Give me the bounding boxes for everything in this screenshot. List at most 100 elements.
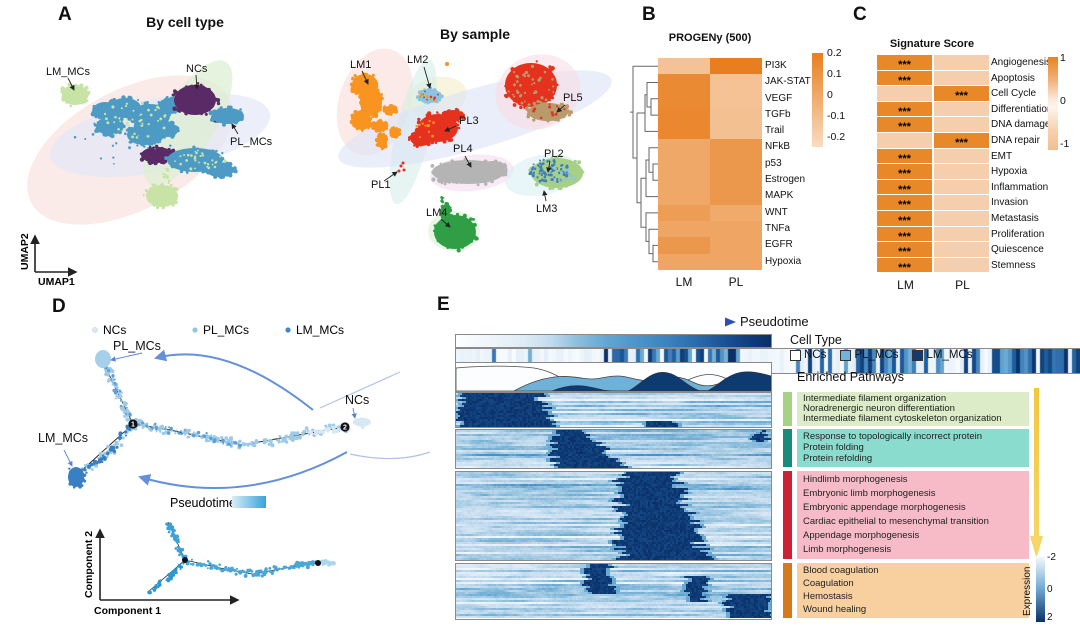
cluster-label: PL2 [544, 148, 564, 160]
pathway-item: Embryonic limb morphogenesis [803, 488, 936, 500]
pathway-item: Protein folding [803, 442, 864, 453]
pathway-group-color-bar [783, 429, 792, 467]
yellow-arrow-shaft [1034, 388, 1039, 538]
annotation-arrow [440, 218, 451, 228]
component1-axis-label: Component 1 [94, 605, 161, 617]
heatmap-cell [710, 220, 762, 238]
colorbar-tick: 0.1 [827, 68, 842, 80]
signature-colorbar-ticks: 1 0 -1 [1060, 52, 1080, 150]
heatmap-cell: *** [934, 86, 989, 102]
heatmap-row-label: Inflammation [991, 181, 1049, 193]
heatmap-cell [710, 253, 762, 270]
colorbar-tick: 0 [1060, 95, 1066, 107]
umap-axes: UMAP2 UMAP1 [19, 233, 78, 288]
cell-type-swatch [840, 349, 852, 361]
expression-tick: 2 [1047, 612, 1053, 623]
signature-heatmap-title: Signature Score [889, 38, 975, 50]
panel-e-letter: E [437, 294, 450, 315]
pathway-item: Noradrenergic neuron differentiation [803, 403, 955, 415]
heatmap-row-label: Proliferation [991, 228, 1045, 240]
heatmap-cell: *** [877, 226, 932, 243]
signature-row-labels: Angiogenesis Apoptosis Cell Cycle Different… [991, 55, 1053, 273]
heatmap-cell: *** [877, 117, 932, 133]
heatmap-cell [658, 220, 710, 238]
pathway-item: Appendage morphogenesis [803, 530, 920, 542]
cluster-label: PL_MCs [230, 136, 273, 148]
heatmap-cell [934, 101, 989, 117]
panel-c-letter: C [853, 4, 867, 25]
component-axes: Component 2 Component 1 [83, 528, 240, 617]
heatmap-cell [934, 210, 989, 226]
heatmap-row-label: DNA damage [991, 119, 1051, 131]
cell-type-label: PL_MCs [854, 349, 899, 361]
cell-type-swatch [912, 349, 924, 361]
progeny-colorbar [812, 53, 823, 147]
heatmap-cell [710, 188, 762, 205]
umap2-axis-label: UMAP2 [19, 233, 31, 270]
pathway-group-box: Blood coagulation Coagulation Hemostasis Wo… [797, 563, 1029, 618]
heatmap-cell [658, 253, 710, 270]
expression-heatmap-block-3 [455, 471, 772, 561]
umap-celltype-title: By cell type [146, 14, 224, 30]
component2-axis-label: Component 2 [83, 531, 95, 598]
annotation-arrow [444, 125, 457, 132]
heatmap-row-label: Apoptosis [991, 72, 1035, 84]
heatmap-cell [710, 106, 762, 124]
pathway-item: Embryonic appendage morphogenesis [803, 502, 966, 514]
cell-type-legend-item: NCs [790, 349, 826, 361]
yellow-arrowhead [1030, 536, 1043, 558]
panel-b-letter: B [642, 4, 656, 25]
branch-node [340, 422, 350, 432]
heatmap-cell [658, 172, 710, 189]
heatmap-cell [877, 86, 932, 101]
heatmap-cell [710, 155, 762, 173]
heatmap-row-label: Metastasis [991, 212, 1039, 224]
pseudotime-axis-label: Pseudotime [740, 314, 809, 329]
heatmap-cell: *** [877, 55, 932, 71]
branch-node [128, 419, 138, 429]
heatmap-cell: *** [934, 132, 989, 149]
pathway-group-color-bar [783, 471, 792, 559]
cluster-label: LM_MCs [38, 431, 88, 445]
progeny-dendrogram [630, 65, 659, 263]
heatmap-cell: *** [877, 101, 932, 118]
umap-by-sample-plot: LM1 LM2 PL3 PL1 PL4 PL2 LM3 LM4 PL5 [336, 48, 612, 253]
cluster-label: LM1 [350, 59, 371, 71]
expression-heatmap-block-1 [455, 392, 772, 428]
heatmap-cell: *** [877, 210, 932, 227]
annotation-arrow [63, 449, 73, 467]
heatmap-cell: *** [877, 195, 932, 211]
heatmap-cell [710, 172, 762, 189]
heatmap-row-label: Estrogen [765, 174, 806, 186]
pathway-item: Wound healing [803, 603, 867, 615]
legend-label: LM_MCs [296, 323, 344, 337]
heatmap-row-label: TGFb [765, 108, 791, 120]
trajectory-legend: NCs PL_MCs LM_MCs [92, 323, 344, 337]
expression-colorbar-label: Expression [1022, 566, 1033, 616]
heatmap-row-label: Stemness [991, 259, 1036, 271]
heatmap-cell [934, 148, 989, 164]
annotation-arrow [423, 66, 432, 89]
heatmap-cell [710, 90, 762, 107]
annotation-arrow [361, 70, 369, 85]
heatmap-cell [934, 195, 989, 210]
heatmap-col-label: PL [728, 275, 744, 289]
heatmap-cell [658, 204, 710, 221]
panel-d-letter: D [52, 296, 66, 317]
legend-label: PL_MCs [203, 323, 249, 337]
cell-type-swatch [790, 349, 801, 361]
annotation-arrow [231, 123, 239, 135]
heatmap-row-label: TNFa [765, 222, 790, 234]
heatmap-row-label: Hypoxia [991, 166, 1028, 178]
cluster-label: LM4 [426, 207, 447, 219]
pathway-item: Intermediate filament cytoskeleton organ… [803, 413, 1002, 425]
heatmap-row-label: VEGF [765, 92, 793, 104]
pathway-group-color-bar [783, 392, 792, 426]
cluster-label: LM3 [536, 203, 557, 215]
heatmap-cell [934, 257, 989, 273]
heatmap-cell [934, 226, 989, 242]
annotation-arrow [383, 171, 398, 182]
heatmap-row-label: EMT [991, 150, 1013, 162]
annotation-arrow [556, 104, 566, 113]
